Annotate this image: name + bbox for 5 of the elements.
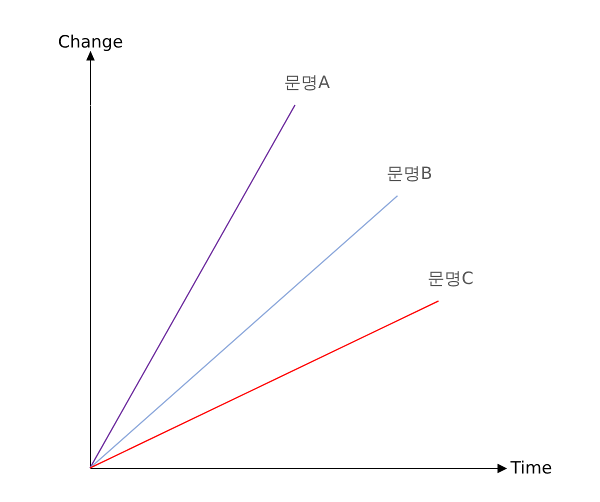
series-label: 문명A: [284, 73, 330, 93]
y-axis-title: Change: [58, 32, 124, 52]
x-axis-title: Time: [510, 458, 552, 478]
series-label: 문명C: [428, 269, 474, 290]
series-label: 문명B: [386, 164, 432, 184]
